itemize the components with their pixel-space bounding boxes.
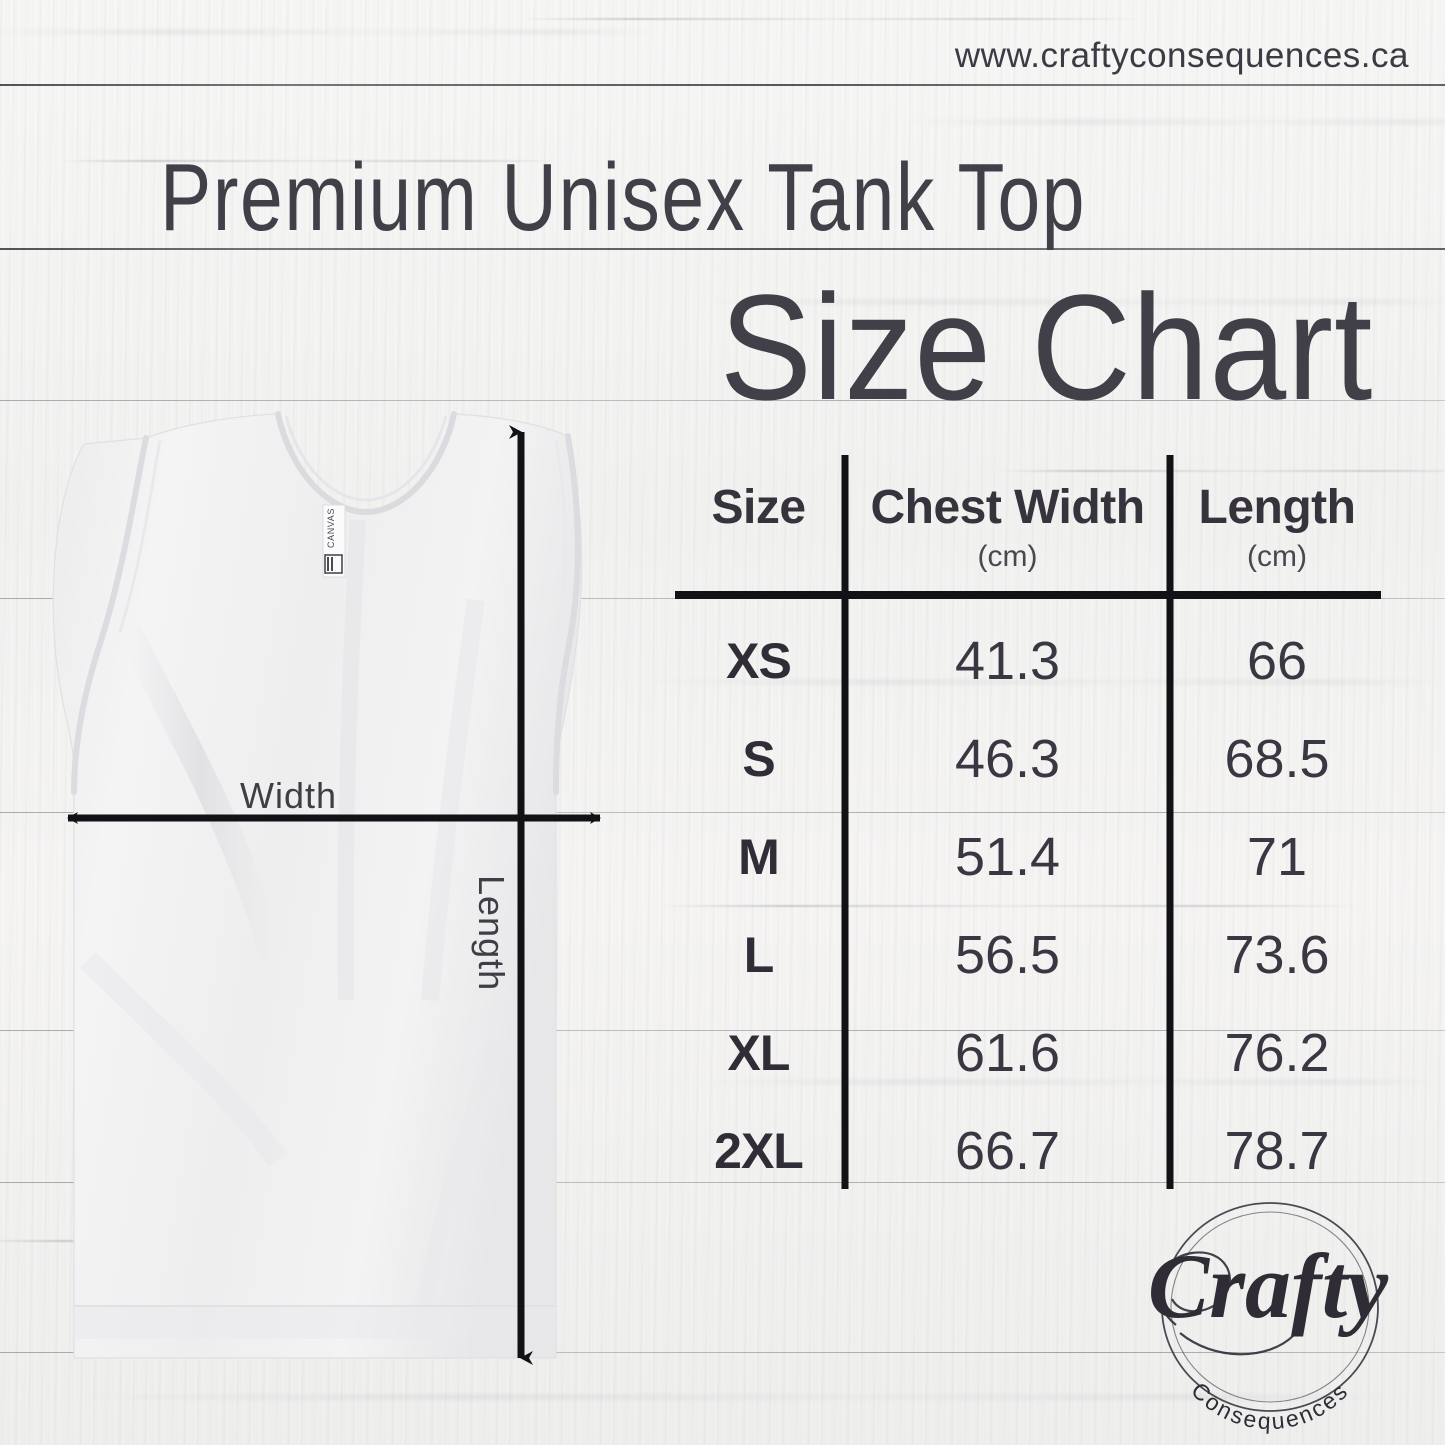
- cell-chest-width: 56.5: [954, 925, 1061, 985]
- plank-seam: [0, 248, 1445, 250]
- column-header-size: Size: [711, 481, 806, 534]
- plank-seam: [0, 400, 1445, 401]
- cell-length: 78.7: [1224, 1121, 1330, 1181]
- table-gridlines: [672, 452, 1384, 1192]
- cell-size: L: [743, 927, 775, 983]
- wood-grain: [0, 30, 660, 34]
- wood-grain: [520, 18, 1140, 20]
- cell-chest-width: 41.3: [954, 631, 1061, 691]
- wood-grain: [60, 160, 560, 162]
- table-row: L 56.5 73.6: [672, 896, 1384, 1014]
- cell-size: M: [738, 829, 780, 885]
- table-row: XS 41.3 66: [672, 602, 1384, 720]
- logo-flourish: [1157, 1251, 1231, 1326]
- fabric-fold: [116, 624, 287, 964]
- cell-chest-width: 51.4: [954, 827, 1061, 887]
- cell-chest-width: 66.7: [954, 1121, 1061, 1181]
- cell-size: S: [742, 731, 775, 787]
- garment-brand-tag: CANVAS: [322, 504, 346, 578]
- armhole-left: [71, 435, 149, 795]
- strap-left: [118, 439, 162, 633]
- cell-length: 66: [1246, 631, 1308, 691]
- hem-band: [74, 1305, 556, 1339]
- armhole-right: [553, 433, 581, 795]
- fabric-fold: [337, 519, 366, 1001]
- cell-length: 71: [1246, 827, 1308, 887]
- wood-grain: [60, 1395, 1400, 1399]
- table-row: 2XL 66.7 78.7: [672, 1092, 1384, 1210]
- column-header-length: Length: [1198, 481, 1356, 534]
- cell-length: 68.5: [1224, 729, 1330, 789]
- page-subtitle: Size Chart: [719, 263, 1373, 431]
- cell-chest-width: 46.3: [954, 729, 1061, 789]
- fabric-fold: [421, 598, 485, 1001]
- tank-top-illustration: CANVAS: [28, 400, 648, 1375]
- column-unit-chest-width: (cm): [977, 540, 1038, 573]
- fabric-fold: [412, 1037, 506, 1332]
- column-unit-length: (cm): [1247, 540, 1307, 573]
- wood-grain: [660, 905, 1360, 907]
- cell-length: 76.2: [1224, 1023, 1330, 1083]
- neckline-ribbing: [275, 411, 457, 516]
- wood-grain: [640, 680, 1440, 684]
- cell-size: XL: [727, 1025, 791, 1081]
- length-label: Length: [471, 875, 512, 992]
- fabric-fold: [80, 952, 287, 1167]
- logo-arc-text: Consequences: [1186, 1377, 1354, 1434]
- plank-seam: [0, 1182, 1445, 1183]
- table-row: M 51.4 71: [672, 798, 1384, 916]
- wood-grain: [900, 120, 1445, 124]
- cell-length: 73.6: [1224, 925, 1330, 985]
- plank-seam: [0, 1352, 1445, 1353]
- cell-size: XS: [726, 633, 792, 689]
- plank-seam: [0, 1030, 1445, 1031]
- logo-flourish: [1179, 1332, 1295, 1356]
- cell-chest-width: 61.6: [954, 1023, 1061, 1083]
- logo-inner-ring: [1170, 1211, 1370, 1403]
- page-title: Premium Unisex Tank Top: [160, 144, 1087, 251]
- strap-right: [554, 439, 567, 633]
- wood-grain: [700, 1080, 1440, 1084]
- table-row: XL 61.6 76.2: [672, 994, 1384, 1112]
- neckline-inner: [284, 415, 448, 502]
- brand-logo: Crafty Consequences: [1118, 1175, 1418, 1443]
- size-table: Size Chest Width (cm) Length (cm) XS 41.…: [672, 452, 1384, 1192]
- website-url: www.craftyconsequences.ca: [954, 36, 1409, 75]
- wood-grain: [1000, 470, 1445, 472]
- width-label: Width: [240, 775, 338, 816]
- column-header-chest-width: Chest Width: [870, 481, 1145, 534]
- cell-size: 2XL: [714, 1123, 804, 1179]
- plank-seam: [0, 84, 1445, 86]
- logo-script-text: Crafty: [1148, 1235, 1389, 1337]
- wood-grain: [700, 300, 1445, 304]
- table-row: S 46.3 68.5: [672, 700, 1384, 818]
- svg-text:CANVAS: CANVAS: [326, 508, 336, 548]
- plank-seam: [0, 812, 1445, 813]
